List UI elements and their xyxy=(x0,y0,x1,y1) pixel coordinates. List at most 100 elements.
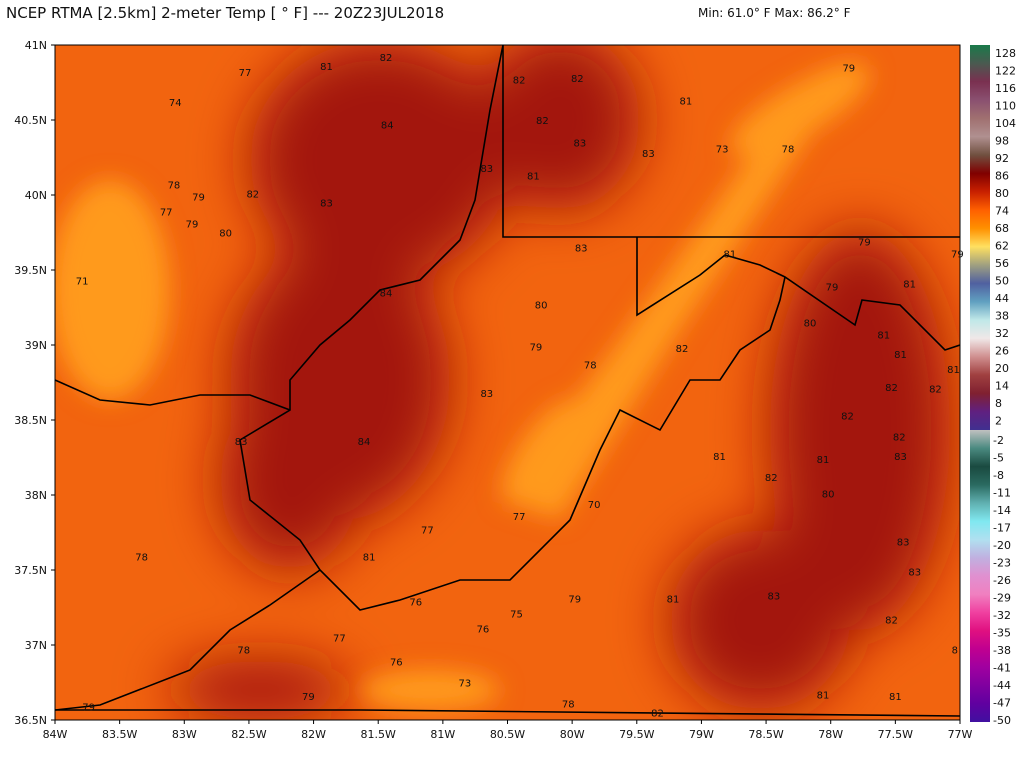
colorbar-tick-label: 86 xyxy=(995,170,1009,183)
station-value: 81 xyxy=(903,280,916,291)
colorbar-tick-label: 26 xyxy=(995,345,1009,358)
lon-tick-label: 82.5W xyxy=(231,728,266,741)
colorbar-tick-label: 50 xyxy=(995,275,1009,288)
lat-tick-label: 41N xyxy=(25,39,47,52)
station-value: 82 xyxy=(885,383,898,394)
colorbar-tick-label: 104 xyxy=(995,117,1016,130)
colorbar-tick-label: 2 xyxy=(995,415,1002,428)
colorbar-tick-label: -32 xyxy=(993,609,1011,622)
station-value: 78 xyxy=(168,181,181,192)
colorbar-tick-label: -41 xyxy=(993,662,1011,675)
station-value: 80 xyxy=(535,301,548,312)
station-value: 82 xyxy=(536,116,549,127)
station-values: 77 81 82 74 84 83 78 79 82 77 79 80 83 71 82 82 81 82 83 83… xyxy=(76,53,964,720)
colorbar-tick-label: 8 xyxy=(995,397,1002,410)
colorbar-tick-label: 20 xyxy=(995,362,1009,375)
station-value: 81 xyxy=(894,350,907,361)
station-value: 79 xyxy=(858,238,871,249)
station-value: 80 xyxy=(804,319,817,330)
station-value: 83 xyxy=(235,437,248,448)
station-value: 81 xyxy=(877,331,890,342)
lon-tick-label: 82W xyxy=(301,728,326,741)
station-value: 79 xyxy=(192,193,205,204)
station-value: 73 xyxy=(716,145,729,156)
station-value: 82 xyxy=(929,385,942,396)
colorbar-lower xyxy=(970,430,990,722)
station-value: 81 xyxy=(724,250,737,261)
colorbar-tick-label: -29 xyxy=(993,592,1011,605)
station-value: 83 xyxy=(908,568,921,579)
station-value: 79 xyxy=(530,343,543,354)
colorbar-tick-label: 38 xyxy=(995,310,1009,323)
station-value: 79 xyxy=(842,64,855,75)
lon-tick-label: 78.5W xyxy=(748,728,783,741)
lon-tick-label: 78W xyxy=(818,728,843,741)
station-value: 83 xyxy=(894,452,907,463)
station-value: 82 xyxy=(380,53,393,64)
station-value: 81 xyxy=(889,692,902,703)
lat-tick-label: 39N xyxy=(25,339,47,352)
station-value: 84 xyxy=(381,121,394,132)
colorbar-tick-label: -11 xyxy=(993,487,1011,500)
station-value: 82 xyxy=(676,344,689,355)
colorbar-tick-label: 98 xyxy=(995,135,1009,148)
colorbar-tick-label: 110 xyxy=(995,100,1016,113)
station-value: 83 xyxy=(480,164,493,175)
colorbar-tick-label: 74 xyxy=(995,205,1009,218)
station-value: 73 xyxy=(458,679,471,690)
station-value: 77 xyxy=(421,526,434,537)
station-value: 82 xyxy=(885,616,898,627)
station-value: 81 xyxy=(817,691,830,702)
colorbar-tick-label: -50 xyxy=(993,714,1011,727)
station-value: 84 xyxy=(380,289,393,300)
station-value: 82 xyxy=(246,190,259,201)
lon-tick-label: 80.5W xyxy=(490,728,525,741)
station-value: 79 xyxy=(826,283,839,294)
station-value: 71 xyxy=(76,277,89,288)
lat-tick-label: 37.5N xyxy=(14,564,47,577)
colorbar-tick-label: -38 xyxy=(993,644,1011,657)
station-value: 77 xyxy=(160,208,173,219)
colorbar-tick-label: 32 xyxy=(995,327,1009,340)
station-value: 80 xyxy=(822,490,835,501)
station-value: 74 xyxy=(169,98,182,109)
station-value: 76 xyxy=(409,598,422,609)
lon-tick-label: 81W xyxy=(430,728,455,741)
temperature-field xyxy=(55,45,960,720)
lat-tick-label: 40.5N xyxy=(14,114,47,127)
station-value: 79 xyxy=(951,250,964,261)
min-max-readout: Min: 61.0° F Max: 86.2° F xyxy=(698,6,851,20)
lat-tick-label: 38.5N xyxy=(14,414,47,427)
station-value: 82 xyxy=(513,76,526,87)
lat-tick-label: 39.5N xyxy=(14,264,47,277)
station-value: 82 xyxy=(765,473,778,484)
colorbar-tick-label: -35 xyxy=(993,627,1011,640)
colorbar-tick-label: 14 xyxy=(995,380,1009,393)
lon-tick-label: 81.5W xyxy=(361,728,396,741)
station-value: 78 xyxy=(782,145,795,156)
colorbar-upper xyxy=(970,45,990,430)
station-value: 81 xyxy=(527,172,540,183)
lon-tick-label: 83.5W xyxy=(102,728,137,741)
map-title: NCEP RTMA [2.5km] 2-meter Temp [ ° F] --… xyxy=(6,4,445,22)
station-value: 83 xyxy=(320,199,333,210)
station-value: 81 xyxy=(320,62,333,73)
station-value: 77 xyxy=(333,634,346,645)
colorbar-ticks: 128 122 116 110 104 98 92 86 80 74 68 62 56 50 44 38 32 2… xyxy=(993,47,1016,727)
station-value: 82 xyxy=(841,412,854,423)
colorbar-tick-label: -2 xyxy=(993,434,1004,447)
lat-tick-label: 40N xyxy=(25,189,47,202)
colorbar-tick-label: -5 xyxy=(993,452,1004,465)
colorbar-tick-label: -26 xyxy=(993,574,1011,587)
station-value: 76 xyxy=(477,625,490,636)
state-borders xyxy=(55,45,960,717)
colorbar-tick-label: 68 xyxy=(995,222,1009,235)
station-value: 77 xyxy=(513,512,526,523)
station-value: 81 xyxy=(363,553,376,564)
station-value: 79 xyxy=(568,595,581,606)
station-value: 82 xyxy=(893,433,906,444)
station-value: 84 xyxy=(358,437,371,448)
lon-tick-label: 77.5W xyxy=(878,728,913,741)
station-value: 79 xyxy=(302,692,315,703)
